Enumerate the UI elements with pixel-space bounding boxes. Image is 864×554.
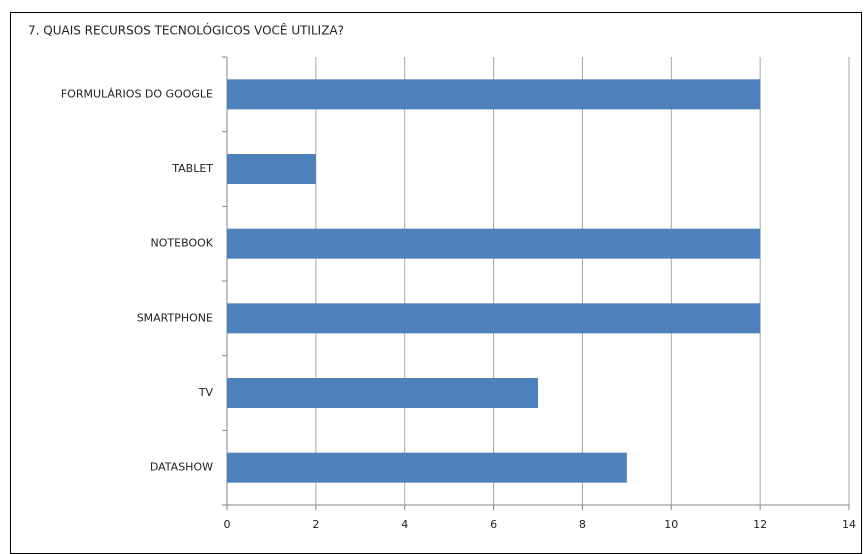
x-tick-label: 4 [401,518,408,531]
x-tick-label: 2 [312,518,319,531]
x-tick-label: 10 [664,518,678,531]
bar [227,228,761,259]
bar [227,79,761,110]
x-tick-label: 14 [842,518,856,531]
y-tick-label: FORMULÁRIOS DO GOOGLE [61,87,213,100]
bar [227,303,761,334]
x-tick-label: 12 [753,518,767,531]
bar [227,452,627,483]
y-tick-label: SMARTPHONE [137,311,213,324]
y-tick-label: NOTEBOOK [151,237,214,250]
x-tick-label: 0 [224,518,231,531]
y-tick-label: DATASHOW [150,461,213,474]
x-tick-label: 8 [579,518,586,531]
bar [227,378,538,408]
y-tick-label: TABLET [171,162,213,175]
x-tick-label: 6 [490,518,497,531]
bar [227,154,316,184]
chart-title: 7. QUAIS RECURSOS TECNOLÓGICOS VOCÊ UTIL… [28,23,344,38]
y-tick-label: TV [198,386,214,399]
